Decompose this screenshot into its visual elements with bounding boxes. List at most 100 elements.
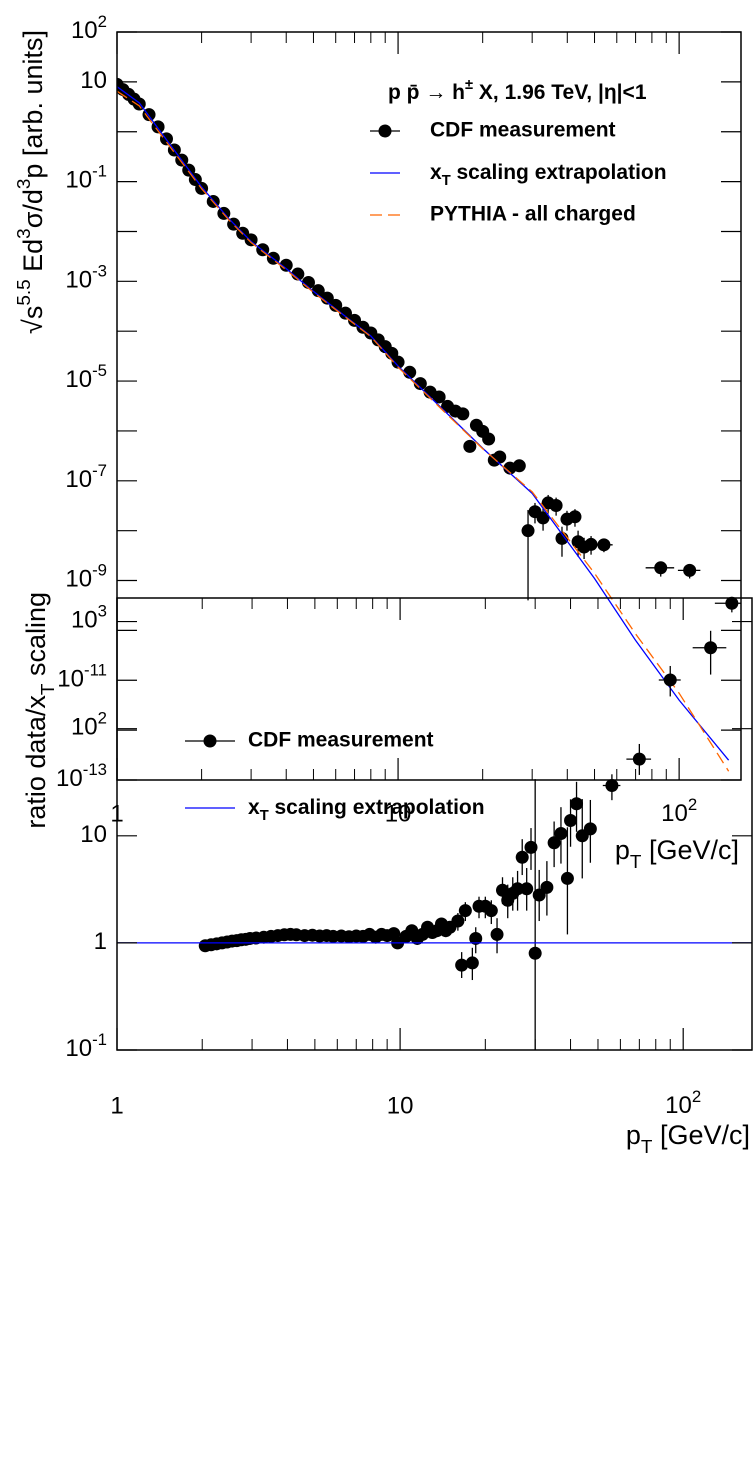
- text-segment: p: [626, 1120, 641, 1150]
- y-tick-label: 10-9: [65, 560, 107, 592]
- data-point: [568, 510, 582, 524]
- text-segment: Ed: [18, 239, 48, 280]
- text-segment: T: [630, 852, 642, 873]
- data-point: [403, 365, 417, 379]
- tick-base: 10: [661, 800, 688, 827]
- x-tick-label: 102: [661, 795, 697, 827]
- data-point: [391, 355, 405, 369]
- frame: [116, 597, 753, 1051]
- plot-area: [117, 77, 741, 772]
- data-point: [540, 880, 554, 894]
- x-tick-label: 102: [665, 1087, 701, 1119]
- y-tick-label: 102: [71, 12, 107, 44]
- tick-exponent: -7: [92, 461, 107, 480]
- text-segment: σ/d: [18, 189, 48, 228]
- tick-base: 10: [71, 714, 98, 741]
- x-tick-label: 10: [385, 800, 412, 827]
- legend-title: p p̄ → h± X, 1.96 TeV, |η|<1: [388, 77, 647, 104]
- text-segment: [GeV/c]: [652, 1120, 750, 1150]
- data-point: [663, 673, 677, 687]
- text-segment: 3: [14, 228, 35, 239]
- tick-exponent: -3: [92, 261, 107, 280]
- data-point: [570, 797, 584, 811]
- data-point: [597, 538, 611, 552]
- plot-area: [117, 630, 752, 1050]
- data-point: [490, 927, 504, 941]
- text-segment: p: [615, 835, 630, 865]
- tick-exponent: 2: [98, 12, 107, 31]
- tick-base: 10: [65, 466, 92, 493]
- y-tick-label: 10: [80, 821, 107, 848]
- y-tick-label: 10-1: [65, 162, 107, 194]
- tick-exponent: 2: [688, 795, 697, 814]
- text-segment: x: [248, 796, 260, 819]
- legend-label: xT scaling extrapolation: [248, 796, 485, 824]
- tick-exponent: -13: [83, 760, 107, 779]
- text-segment: ratio data/x: [21, 695, 51, 829]
- tick-exponent: -1: [92, 1030, 107, 1049]
- data-point: [463, 439, 477, 453]
- data-point: [564, 813, 578, 827]
- text-segment: 5.5: [14, 279, 35, 305]
- tick-base: 10: [65, 267, 92, 294]
- y-axis-title: ratio data/xT scaling: [21, 592, 58, 829]
- tick-base: 10: [65, 167, 92, 194]
- tick-exponent: 3: [98, 602, 107, 621]
- tick-base: 10: [71, 17, 98, 44]
- frame: [116, 31, 742, 781]
- y-tick-label: 10-1: [65, 1030, 107, 1062]
- data-point: [484, 904, 498, 918]
- legend-label: PYTHIA - all charged: [430, 203, 636, 226]
- x-axis-title: pT [GeV/c]: [626, 1120, 750, 1157]
- y-tick-label: 10-5: [65, 361, 107, 393]
- data-point: [482, 432, 496, 446]
- y-tick-label: 10-7: [65, 461, 107, 493]
- y-tick-label: 10-13: [56, 760, 107, 792]
- text-segment: X, 1.96 TeV, |η|<1: [473, 81, 647, 104]
- legend-swatch: [203, 734, 217, 748]
- data-point: [432, 390, 446, 404]
- tick-base: 10: [57, 666, 84, 693]
- x-tick-label: 10: [387, 1092, 414, 1119]
- data-point: [311, 284, 325, 298]
- tick-base: 10: [71, 607, 98, 634]
- tick-base: 10: [665, 1092, 692, 1119]
- data-point: [536, 511, 550, 525]
- y-tick-label: 10-11: [57, 660, 107, 692]
- data-point: [338, 306, 352, 320]
- data-point: [725, 596, 739, 610]
- data-point: [547, 836, 561, 850]
- text-segment: scaling: [21, 592, 51, 684]
- data-point: [554, 827, 568, 841]
- series-line: [117, 86, 730, 761]
- tick-base: 10: [65, 366, 92, 393]
- text-segment: T: [38, 683, 59, 695]
- tick-exponent: -9: [92, 560, 107, 579]
- text-segment: scaling extrapolation: [451, 161, 667, 184]
- text-segment: ±: [465, 77, 473, 93]
- y-tick-label: 103: [71, 602, 107, 634]
- data-point: [458, 904, 472, 918]
- tick-base: 10: [65, 566, 92, 593]
- text-segment: T: [442, 173, 451, 189]
- text-segment: p [arb. units]: [18, 30, 48, 179]
- text-segment: T: [641, 1137, 653, 1158]
- text-segment: x: [430, 161, 442, 184]
- series-line: [117, 90, 730, 772]
- data-point: [583, 822, 597, 836]
- data-point: [511, 882, 525, 896]
- data-point: [279, 258, 293, 272]
- data-point: [455, 958, 469, 972]
- data-point: [549, 498, 563, 512]
- data-point: [413, 377, 427, 391]
- tick-base: 10: [56, 765, 83, 792]
- y-tick-label: 10-3: [65, 261, 107, 293]
- tick-exponent: 2: [692, 1087, 701, 1106]
- data-point: [683, 563, 697, 577]
- text-segment: 3: [14, 179, 35, 190]
- data-point: [496, 883, 510, 897]
- data-point: [469, 931, 483, 945]
- data-point: [465, 956, 479, 970]
- legend-label: CDF measurement: [248, 729, 434, 752]
